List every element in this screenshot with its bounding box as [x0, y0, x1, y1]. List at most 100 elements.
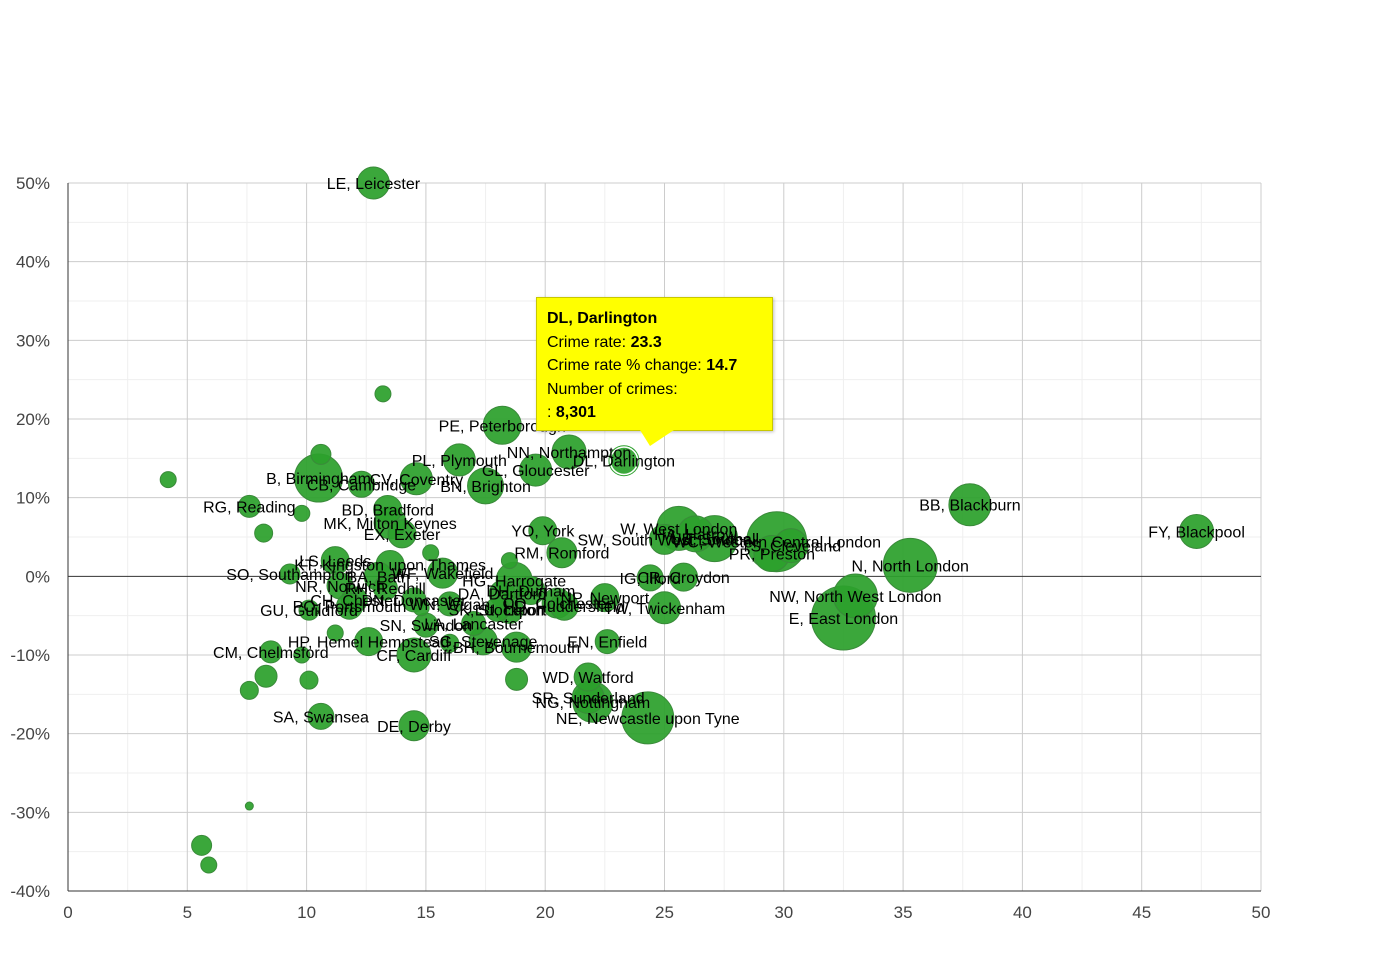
x-tick-label: 45: [1132, 903, 1151, 922]
bubble: [254, 664, 278, 688]
bubble-label: HA, Harrow: [654, 527, 737, 544]
bubble-label: W, West London: [620, 521, 737, 538]
bubble: [244, 801, 254, 811]
bubble-label: WC, Western Central London: [672, 535, 881, 552]
tooltip-crime-rate: Crime rate: 23.3: [547, 331, 762, 355]
bubble: [594, 629, 620, 655]
bubble: [467, 467, 505, 505]
tick-labels: 0 5 10 15 20 25 30 35 40 45 50 50% 40% 30% 20% 10% 0% -10…: [10, 174, 1270, 922]
bubble: [482, 405, 522, 445]
bubble-label: DL, Darlington: [573, 454, 675, 471]
bubble: [356, 166, 390, 200]
bubble-label: TW, Twickenham: [604, 601, 726, 618]
y-tick-label: 50%: [16, 174, 50, 193]
bubble: [505, 667, 529, 691]
bubble-label: UB, Southall: [670, 532, 759, 549]
bubble: [239, 680, 259, 700]
bubble-label: HD, Huddersfield: [503, 599, 625, 616]
bubble: [373, 494, 403, 524]
bubble-label: RH, Redhill: [345, 581, 426, 598]
x-tick-label: 35: [894, 903, 913, 922]
bubble-label: LS, Leeds: [299, 554, 371, 571]
bubble: [442, 443, 476, 477]
bubble-label: PR, Preston: [729, 547, 815, 564]
bubble: [422, 544, 440, 562]
bubble-label: DH, Durham: [486, 583, 575, 600]
bubble-label: CB, Cambridge: [307, 477, 416, 494]
tooltip-crimes: : 8,301: [547, 401, 762, 425]
bubble: [573, 662, 603, 692]
bubble: [1179, 513, 1215, 549]
bubble: [354, 627, 384, 657]
data-tooltip: DL, Darlington Crime rate: 23.3 Crime ra…: [536, 297, 773, 431]
bubble-series: [159, 166, 1215, 874]
bubble-label: BB, Blackburn: [919, 498, 1020, 515]
bubble-label: BD, Bradford: [341, 502, 433, 519]
bubble: [293, 504, 311, 522]
bubble: [279, 563, 301, 585]
bubble: [437, 591, 463, 617]
bubble: [307, 702, 335, 730]
y-tick-label: 20%: [16, 410, 50, 429]
bubble-label: BN, Brighton: [440, 479, 531, 496]
bubble-label: NP, Newport: [561, 591, 650, 608]
bubble: [608, 445, 639, 476]
bubble: [528, 516, 558, 546]
bubble: [500, 552, 518, 570]
bubble: [396, 637, 432, 673]
bubble-label: IG, Ilford: [620, 571, 681, 588]
bubble-label: WD, Watford: [543, 670, 634, 687]
tooltip-crimes-value: 8,301: [555, 404, 596, 421]
bubble-label: GL, Gloucester: [482, 463, 590, 480]
bubble: [516, 575, 546, 605]
bubble: [484, 596, 510, 622]
bubble-label: SO, Southampton: [226, 567, 353, 584]
y-tick-label: 30%: [16, 331, 50, 350]
bubble: [832, 573, 878, 619]
bubble-label: SA, Swansea: [273, 709, 369, 726]
tooltip-crime-rate-value: 23.3: [630, 333, 662, 351]
x-tick-label: 5: [183, 903, 192, 922]
x-tick-label: 30: [774, 903, 793, 922]
bubble-label: LU, Luton: [475, 602, 544, 619]
bubble-label: LA, Lancaster: [424, 617, 523, 634]
x-tick-label: 0: [63, 903, 72, 922]
bubble-label: TS, Cleveland: [741, 539, 842, 556]
bubble-label: CV, Coventry: [370, 472, 464, 489]
bubble-label: EN, Enfield: [567, 635, 647, 652]
tooltip-crimes-prefix: :: [547, 404, 556, 421]
bubble: [254, 523, 274, 543]
bubble: [648, 591, 681, 625]
bubble: [237, 494, 261, 518]
bubble-label: NN, Northampton: [507, 445, 632, 462]
x-tick-label: 20: [536, 903, 555, 922]
bubble-label: SW, South West London: [577, 532, 751, 549]
bubble-label: WN, Wigan: [409, 597, 490, 614]
tooltip-change-value: 14.7: [706, 357, 738, 374]
bubble: [440, 633, 460, 653]
bubble-label: NE, Newcastle upon Tyne: [556, 711, 740, 728]
bubble-label: SR, Sunderland: [532, 690, 645, 707]
bubble: [519, 453, 553, 487]
bubble-label: RM, Romford: [514, 546, 609, 563]
bubble-label: FY, Blackpool: [1148, 524, 1245, 541]
bubble-label: DN, Doncaster: [362, 593, 468, 610]
tooltip-crimes-label: Number of crimes:: [547, 380, 678, 398]
bubble-label: DE, Derby: [377, 719, 451, 736]
bubble-label: SN, Swindon: [380, 618, 473, 635]
y-tick-label: -40%: [10, 882, 50, 901]
tooltip-title: DL, Darlington: [547, 310, 658, 327]
bubble: [347, 470, 375, 498]
bubble-label: N, North London: [852, 558, 969, 575]
bubble: [427, 557, 459, 589]
bubble-label: NG, Nottingham: [536, 695, 651, 712]
bubble: [372, 575, 398, 601]
bubble-label: CM, Chelmsford: [213, 645, 329, 662]
bubble: [398, 710, 430, 742]
bubble-label: CH, Chester: [310, 593, 399, 610]
x-tick-label: 40: [1013, 903, 1032, 922]
bubble-highlight-ring: [608, 445, 640, 477]
y-tick-label: 40%: [16, 253, 50, 272]
bubble-label: RG, Reading: [203, 499, 296, 516]
